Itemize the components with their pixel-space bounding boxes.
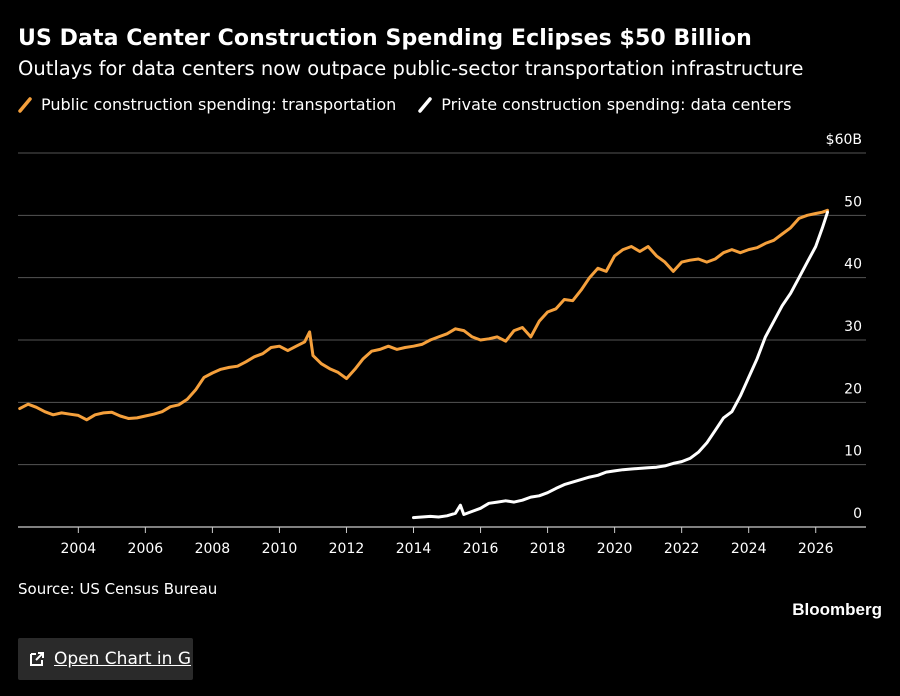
x-tick-label-2024: 2024 [731, 541, 767, 557]
x-tick-label-2020: 2020 [597, 541, 633, 557]
external-link-icon [30, 652, 44, 666]
y-tick-label-60: $60B [826, 132, 862, 148]
y-tick-label-30: 30 [844, 319, 862, 335]
series-line-transportation [18, 208, 829, 422]
y-tick-label-40: 40 [844, 257, 862, 273]
open-chart-button[interactable]: Open Chart in G [18, 638, 193, 680]
y-tick-label-20: 20 [844, 381, 862, 397]
x-tick-label-2016: 2016 [463, 541, 499, 557]
x-tick-label-2026: 2026 [798, 541, 834, 557]
legend-item-transportation: Public construction spending: transporta… [18, 95, 396, 114]
legend-swatch-transportation [18, 96, 32, 113]
chart-legend: Public construction spending: transporta… [18, 95, 814, 114]
y-tick-label-0: 0 [853, 506, 862, 522]
x-tick-label-2014: 2014 [396, 541, 432, 557]
x-tick-label-2010: 2010 [262, 541, 298, 557]
x-tick-label-2018: 2018 [530, 541, 566, 557]
brand-logo: Bloomberg [792, 600, 882, 619]
x-tick-label-2012: 2012 [329, 541, 365, 557]
x-tick-label-2004: 2004 [61, 541, 97, 557]
legend-label-data-centers: Private construction spending: data cent… [441, 95, 792, 114]
line-chart: 0 10 20 30 40 50 $60B 2004 2006 2008 2010 2012 2014 2… [18, 132, 866, 557]
series-line-data-centers [412, 210, 829, 520]
chart-subtitle: Outlays for data centers now outpace pub… [18, 57, 804, 80]
y-tick-label-50: 50 [844, 194, 862, 210]
x-tick-label-2006: 2006 [128, 541, 164, 557]
chart-title: US Data Center Construction Spending Ecl… [18, 26, 752, 51]
source-note: Source: US Census Bureau [18, 580, 218, 598]
y-tick-label-10: 10 [844, 444, 862, 460]
legend-label-transportation: Public construction spending: transporta… [41, 95, 397, 114]
x-tick-label-2008: 2008 [195, 541, 231, 557]
open-chart-label[interactable]: Open Chart in G [54, 649, 192, 669]
x-tick-label-2022: 2022 [664, 541, 700, 557]
legend-swatch-data-centers [418, 96, 433, 113]
legend-item-data-centers: Private construction spending: data cent… [418, 95, 792, 114]
